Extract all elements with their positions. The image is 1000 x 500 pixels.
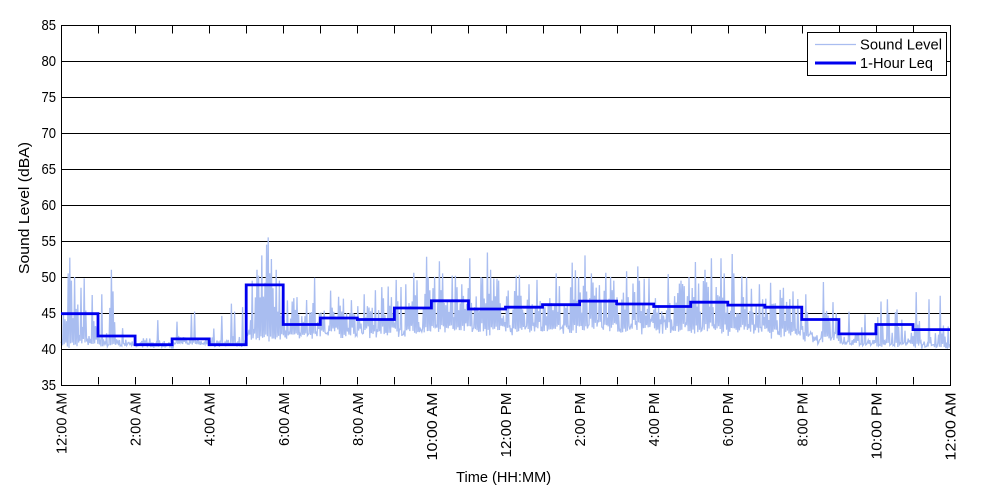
svg-text:6:00 PM: 6:00 PM bbox=[720, 393, 737, 447]
svg-text:55: 55 bbox=[42, 233, 57, 250]
svg-text:12:00 AM: 12:00 AM bbox=[54, 393, 71, 455]
svg-text:50: 50 bbox=[42, 269, 57, 286]
svg-text:6:00 AM: 6:00 AM bbox=[276, 393, 293, 447]
svg-text:10:00 PM: 10:00 PM bbox=[868, 393, 885, 460]
svg-text:60: 60 bbox=[42, 197, 57, 214]
svg-text:Time (HH:MM): Time (HH:MM) bbox=[456, 469, 551, 486]
svg-text:1-Hour Leq: 1-Hour Leq bbox=[860, 55, 933, 72]
svg-text:12:00 AM: 12:00 AM bbox=[943, 393, 960, 461]
svg-text:75: 75 bbox=[42, 89, 57, 106]
svg-text:12:00 PM: 12:00 PM bbox=[498, 393, 515, 458]
svg-text:70: 70 bbox=[42, 125, 57, 142]
svg-text:8:00 PM: 8:00 PM bbox=[794, 393, 811, 447]
svg-text:65: 65 bbox=[42, 161, 57, 178]
svg-text:Sound Level (dBA): Sound Level (dBA) bbox=[16, 142, 33, 274]
svg-text:80: 80 bbox=[42, 53, 57, 70]
svg-text:40: 40 bbox=[42, 341, 57, 358]
svg-text:2:00 AM: 2:00 AM bbox=[128, 393, 145, 447]
svg-text:4:00 PM: 4:00 PM bbox=[646, 393, 663, 447]
svg-text:35: 35 bbox=[42, 377, 57, 394]
svg-text:45: 45 bbox=[42, 305, 57, 322]
svg-text:10:00 AM: 10:00 AM bbox=[424, 393, 441, 461]
svg-text:4:00 AM: 4:00 AM bbox=[202, 393, 219, 447]
svg-text:Sound Level: Sound Level bbox=[860, 37, 942, 54]
svg-text:8:00 AM: 8:00 AM bbox=[350, 393, 367, 447]
svg-text:85: 85 bbox=[42, 17, 57, 34]
svg-text:2:00 PM: 2:00 PM bbox=[572, 393, 589, 447]
